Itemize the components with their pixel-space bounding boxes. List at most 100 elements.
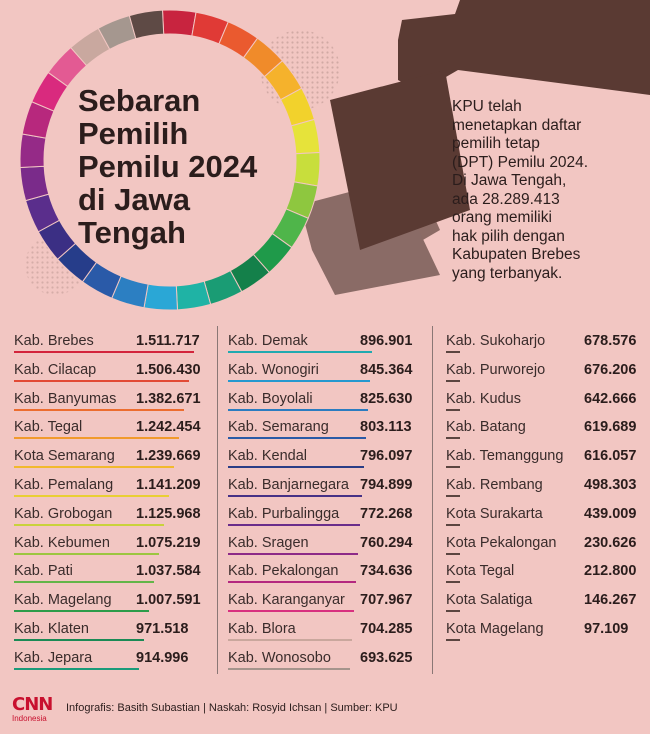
- list-item: Kab. Pati 1.037.584: [14, 560, 206, 589]
- region-name: Kota Pekalongan: [446, 534, 557, 551]
- ring-segment: [161, 9, 197, 37]
- list-item: Kota Salatiga 146.267: [446, 589, 638, 618]
- voter-count: 498.303: [584, 476, 637, 493]
- region-name: Kab. Tegal: [14, 419, 83, 436]
- cnn-indonesia-logo: CNN Indonesia: [12, 696, 53, 726]
- color-underline: [446, 638, 460, 641]
- column-divider: [217, 326, 218, 674]
- color-underline: [446, 379, 460, 382]
- region-name: Kab. Demak: [228, 333, 308, 349]
- voter-count: 1.141.209: [136, 476, 201, 493]
- region-name: Kab. Klaten: [14, 620, 89, 637]
- color-ring-decoration: [19, 9, 321, 311]
- ring-segment: [143, 283, 179, 311]
- region-name: Kab. Batang: [446, 419, 526, 436]
- intro-line: ada 28.289.413: [452, 190, 560, 208]
- voter-count: 230.626: [584, 534, 637, 551]
- region-name: Kab. Pati: [14, 563, 73, 580]
- color-underline: [228, 494, 362, 497]
- list-item: Kab. Kendal 796.097: [228, 445, 422, 474]
- list-item: Kab. Temanggung 616.057: [446, 445, 638, 474]
- voter-list-column-2: Kab. Demak 896.901 Kab. Wonogiri 845.364 Kab…: [228, 330, 422, 676]
- region-name: Kota Tegal: [446, 563, 515, 580]
- voter-count: 825.630: [360, 390, 413, 407]
- list-item: Kab. Wonosobo 693.625: [228, 647, 422, 676]
- list-item: Kab. Kebumen 1.075.219: [14, 532, 206, 561]
- page-title: Sebaran Pemilih Pemilu 2024 di Jawa Teng…: [78, 84, 308, 249]
- voter-count: 734.636: [360, 563, 413, 580]
- voter-count: 616.057: [584, 448, 637, 465]
- intro-line: Kabupaten Brebes: [452, 246, 581, 263]
- color-underline: [228, 437, 366, 440]
- color-underline: [14, 638, 144, 641]
- voter-count: 676.206: [584, 361, 637, 378]
- voter-count: 693.625: [360, 649, 413, 666]
- voter-count: 439.009: [584, 505, 637, 522]
- list-item: Kota Tegal 212.800: [446, 560, 638, 589]
- region-name: Kab. Kendal: [228, 448, 308, 465]
- color-underline: [14, 610, 149, 613]
- color-underline: [446, 552, 460, 555]
- voter-count: 772.268: [360, 505, 413, 522]
- ring-segment: [175, 280, 212, 311]
- region-name: Kab. Grobogan: [14, 505, 113, 522]
- color-underline: [228, 610, 354, 613]
- color-underline: [14, 552, 159, 555]
- region-name: Kab. Karanganyar: [228, 592, 345, 609]
- color-underline: [14, 523, 164, 526]
- region-name: Kab. Kebumen: [14, 534, 110, 551]
- list-item: Kab. Wonogiri 845.364: [228, 359, 422, 388]
- voter-count: 760.294: [360, 534, 413, 551]
- list-item: Kab. Pemalang 1.141.209: [14, 474, 206, 503]
- list-item: Kota Pekalongan 230.626: [446, 532, 638, 561]
- list-item: Kab. Klaten 971.518: [14, 618, 206, 647]
- list-item: Kab. Rembang 498.303: [446, 474, 638, 503]
- title-line: Sebaran: [78, 83, 201, 118]
- color-underline: [228, 667, 350, 670]
- region-name: Kab. Kudus: [446, 390, 521, 407]
- list-item: Kota Magelang 97.109: [446, 618, 638, 647]
- voter-count: 794.899: [360, 476, 413, 493]
- region-name: Kab. Pekalongan: [228, 563, 339, 580]
- region-name: Kota Surakarta: [446, 505, 543, 522]
- list-item: Kab. Purbalingga 772.268: [228, 503, 422, 532]
- voter-count: 803.113: [360, 419, 412, 436]
- voter-count: 1.239.669: [136, 448, 201, 465]
- color-underline: [14, 379, 189, 382]
- color-underline: [14, 667, 139, 670]
- voter-count: 1.007.591: [136, 592, 201, 609]
- voter-count: 642.666: [584, 390, 637, 407]
- region-name: Kab. Purbalingga: [228, 505, 340, 522]
- intro-line: Di Jawa Tengah,: [452, 172, 567, 189]
- color-underline: [446, 437, 460, 440]
- region-name: Kab. Semarang: [228, 419, 329, 436]
- region-name: Kab. Sragen: [228, 534, 309, 551]
- ring-segment: [19, 133, 47, 169]
- region-name: Kota Semarang: [14, 448, 115, 465]
- list-item: Kab. Kudus 642.666: [446, 388, 638, 417]
- list-item: Kab. Banyumas 1.382.671: [14, 388, 206, 417]
- list-item: Kab. Cilacap 1.506.430: [14, 359, 206, 388]
- color-underline: [14, 437, 179, 440]
- ballot-hand-illustration: [300, 0, 650, 295]
- voter-count: 1.506.430: [136, 361, 201, 378]
- voter-count: 678.576: [584, 333, 637, 349]
- voter-count: 796.097: [360, 448, 413, 465]
- list-item: Kab. Sragen 760.294: [228, 532, 422, 561]
- title-line: di Jawa: [78, 182, 190, 217]
- region-name: Kab. Jepara: [14, 649, 93, 666]
- intro-line: KPU telah: [452, 98, 522, 115]
- voter-count: 1.125.968: [136, 505, 201, 522]
- color-underline: [228, 581, 356, 584]
- title-line: Tengah: [78, 215, 186, 250]
- color-underline: [228, 466, 364, 469]
- voter-count: 212.800: [584, 563, 637, 580]
- title-line: Pemilih: [78, 116, 189, 151]
- list-item: Kab. Boyolali 825.630: [228, 388, 422, 417]
- title-line: Pemilu 2024: [78, 149, 258, 184]
- list-item: Kab. Purworejo 676.206: [446, 359, 638, 388]
- color-underline: [446, 408, 460, 411]
- color-underline: [446, 610, 460, 613]
- list-item: Kab. Karanganyar 707.967: [228, 589, 422, 618]
- list-item: Kab. Brebes 1.511.717: [14, 330, 206, 359]
